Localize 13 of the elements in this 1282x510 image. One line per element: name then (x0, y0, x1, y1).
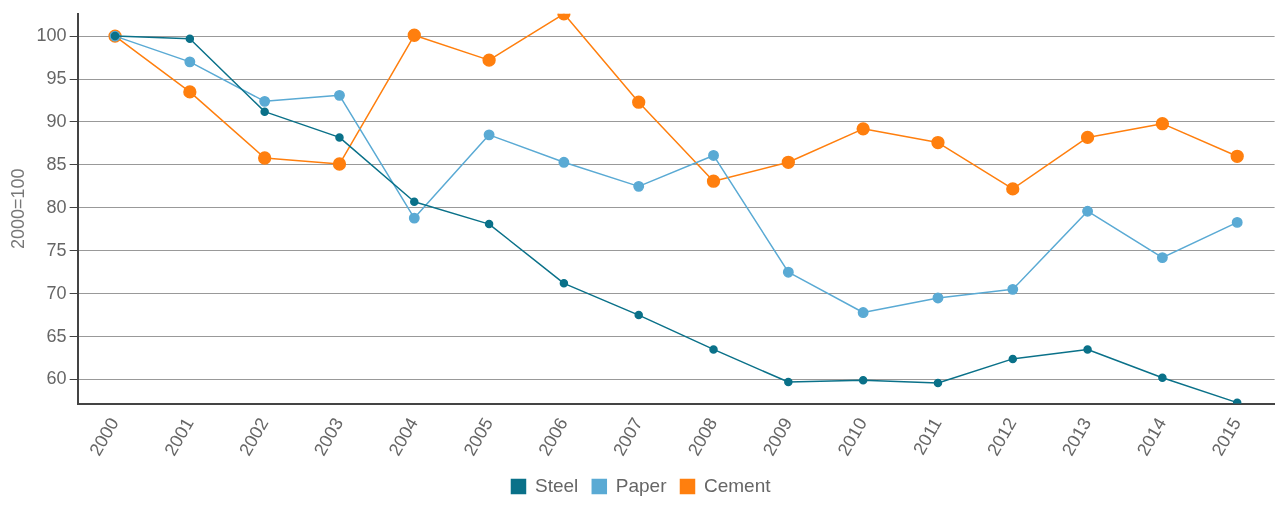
y-tick-label: 65 (46, 325, 67, 346)
legend-label: Paper (615, 474, 668, 496)
y-tick-label: 80 (46, 196, 67, 217)
y-tick-label: 90 (46, 110, 67, 131)
y-tick-label: 60 (46, 368, 67, 389)
legend-label: Cement (703, 474, 772, 496)
y-tick-label: 85 (46, 153, 67, 174)
y-tick-label: 100 (36, 25, 67, 46)
y-axis-title: 2000=100 (7, 168, 28, 249)
y-tick-label: 70 (46, 282, 67, 303)
y-tick-label: 75 (46, 239, 67, 260)
y-tick-label: 95 (46, 68, 67, 89)
legend-label: Steel (534, 474, 579, 496)
